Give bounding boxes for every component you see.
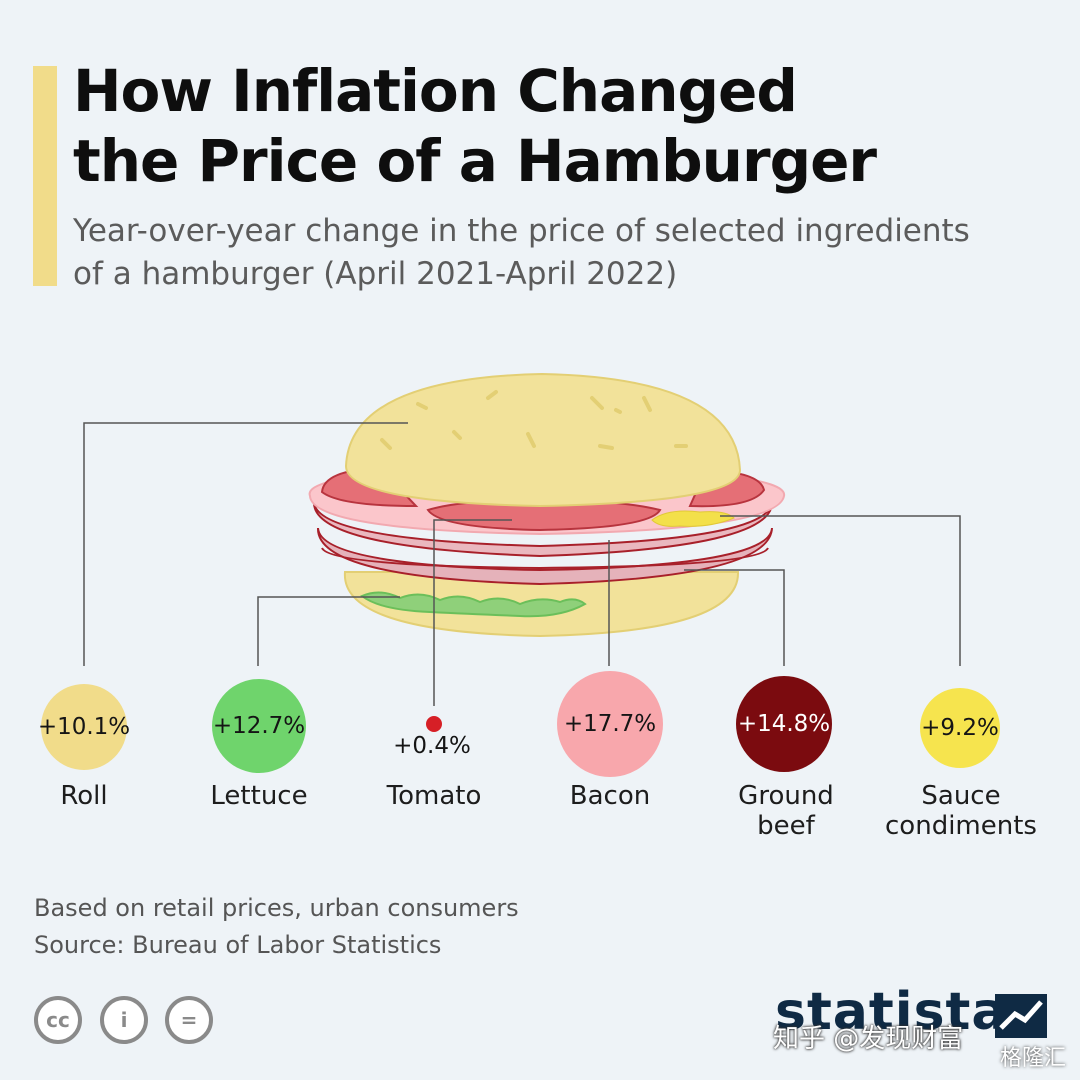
sesame-seeds	[380, 390, 688, 450]
connector-ground-beef	[684, 569, 785, 666]
value-tomato: +0.4%	[393, 733, 471, 759]
label-lettuce: Lettuce	[210, 781, 308, 811]
label-ground-beef: Ground beef	[686, 781, 886, 841]
subtitle-line-1: Year-over-year change in the price of se…	[73, 213, 970, 249]
label-ground-beef-line2: beef	[757, 811, 815, 841]
connector-tomato	[433, 519, 512, 706]
footnote: Based on retail prices, urban consumers	[34, 894, 519, 922]
statista-logo-mark	[995, 994, 1047, 1038]
bubble-lettuce: +12.7%	[212, 679, 306, 773]
page-title: How Inflation Changed the Price of a Ham…	[73, 56, 1063, 196]
connector-lettuce	[257, 596, 400, 666]
title-line-1: How Inflation Changed	[73, 57, 798, 125]
connector-sauce	[720, 515, 961, 666]
watermark-zhihu: 知乎 @发现财富	[773, 1024, 964, 1054]
lettuce-layer	[360, 591, 587, 618]
watermark-gelonghui: 格隆汇	[1000, 1046, 1067, 1071]
sauce-drip	[651, 510, 735, 527]
source: Source: Bureau of Labor Statistics	[34, 931, 442, 959]
top-bun	[344, 372, 742, 508]
statista-logo[interactable]: statista	[775, 982, 1008, 1042]
bubble-ground-beef: +14.8%	[736, 676, 832, 772]
subtitle-line-2: of a hamburger (April 2021-April 2022)	[73, 256, 678, 292]
label-tomato: Tomato	[386, 781, 482, 811]
cc-icon[interactable]: cc	[34, 996, 82, 1044]
title-line-2: the Price of a Hamburger	[73, 127, 877, 195]
connector-lines	[83, 422, 961, 706]
connector-roll	[83, 422, 408, 666]
bubble-bacon: +17.7%	[557, 671, 663, 777]
label-roll: Roll	[60, 781, 108, 811]
subtitle: Year-over-year change in the price of se…	[73, 210, 1063, 296]
label-sauce-line1: Sauce	[921, 781, 1001, 811]
no-derivatives-icon[interactable]: =	[165, 996, 213, 1044]
beef-line	[321, 547, 769, 570]
attribution-icon[interactable]: i	[100, 996, 148, 1044]
bubble-roll: +10.1%	[38, 684, 130, 770]
label-ground-beef-line1: Ground	[738, 781, 834, 811]
label-sauce-line2: condiments	[885, 811, 1037, 841]
label-sauce-condiments: Sauce condiments	[861, 781, 1061, 841]
title-accent-bar	[33, 66, 57, 286]
bubble-sauce-condiments: +9.2%	[920, 688, 1000, 768]
label-bacon: Bacon	[569, 781, 651, 811]
bubble-tomato	[426, 716, 442, 732]
